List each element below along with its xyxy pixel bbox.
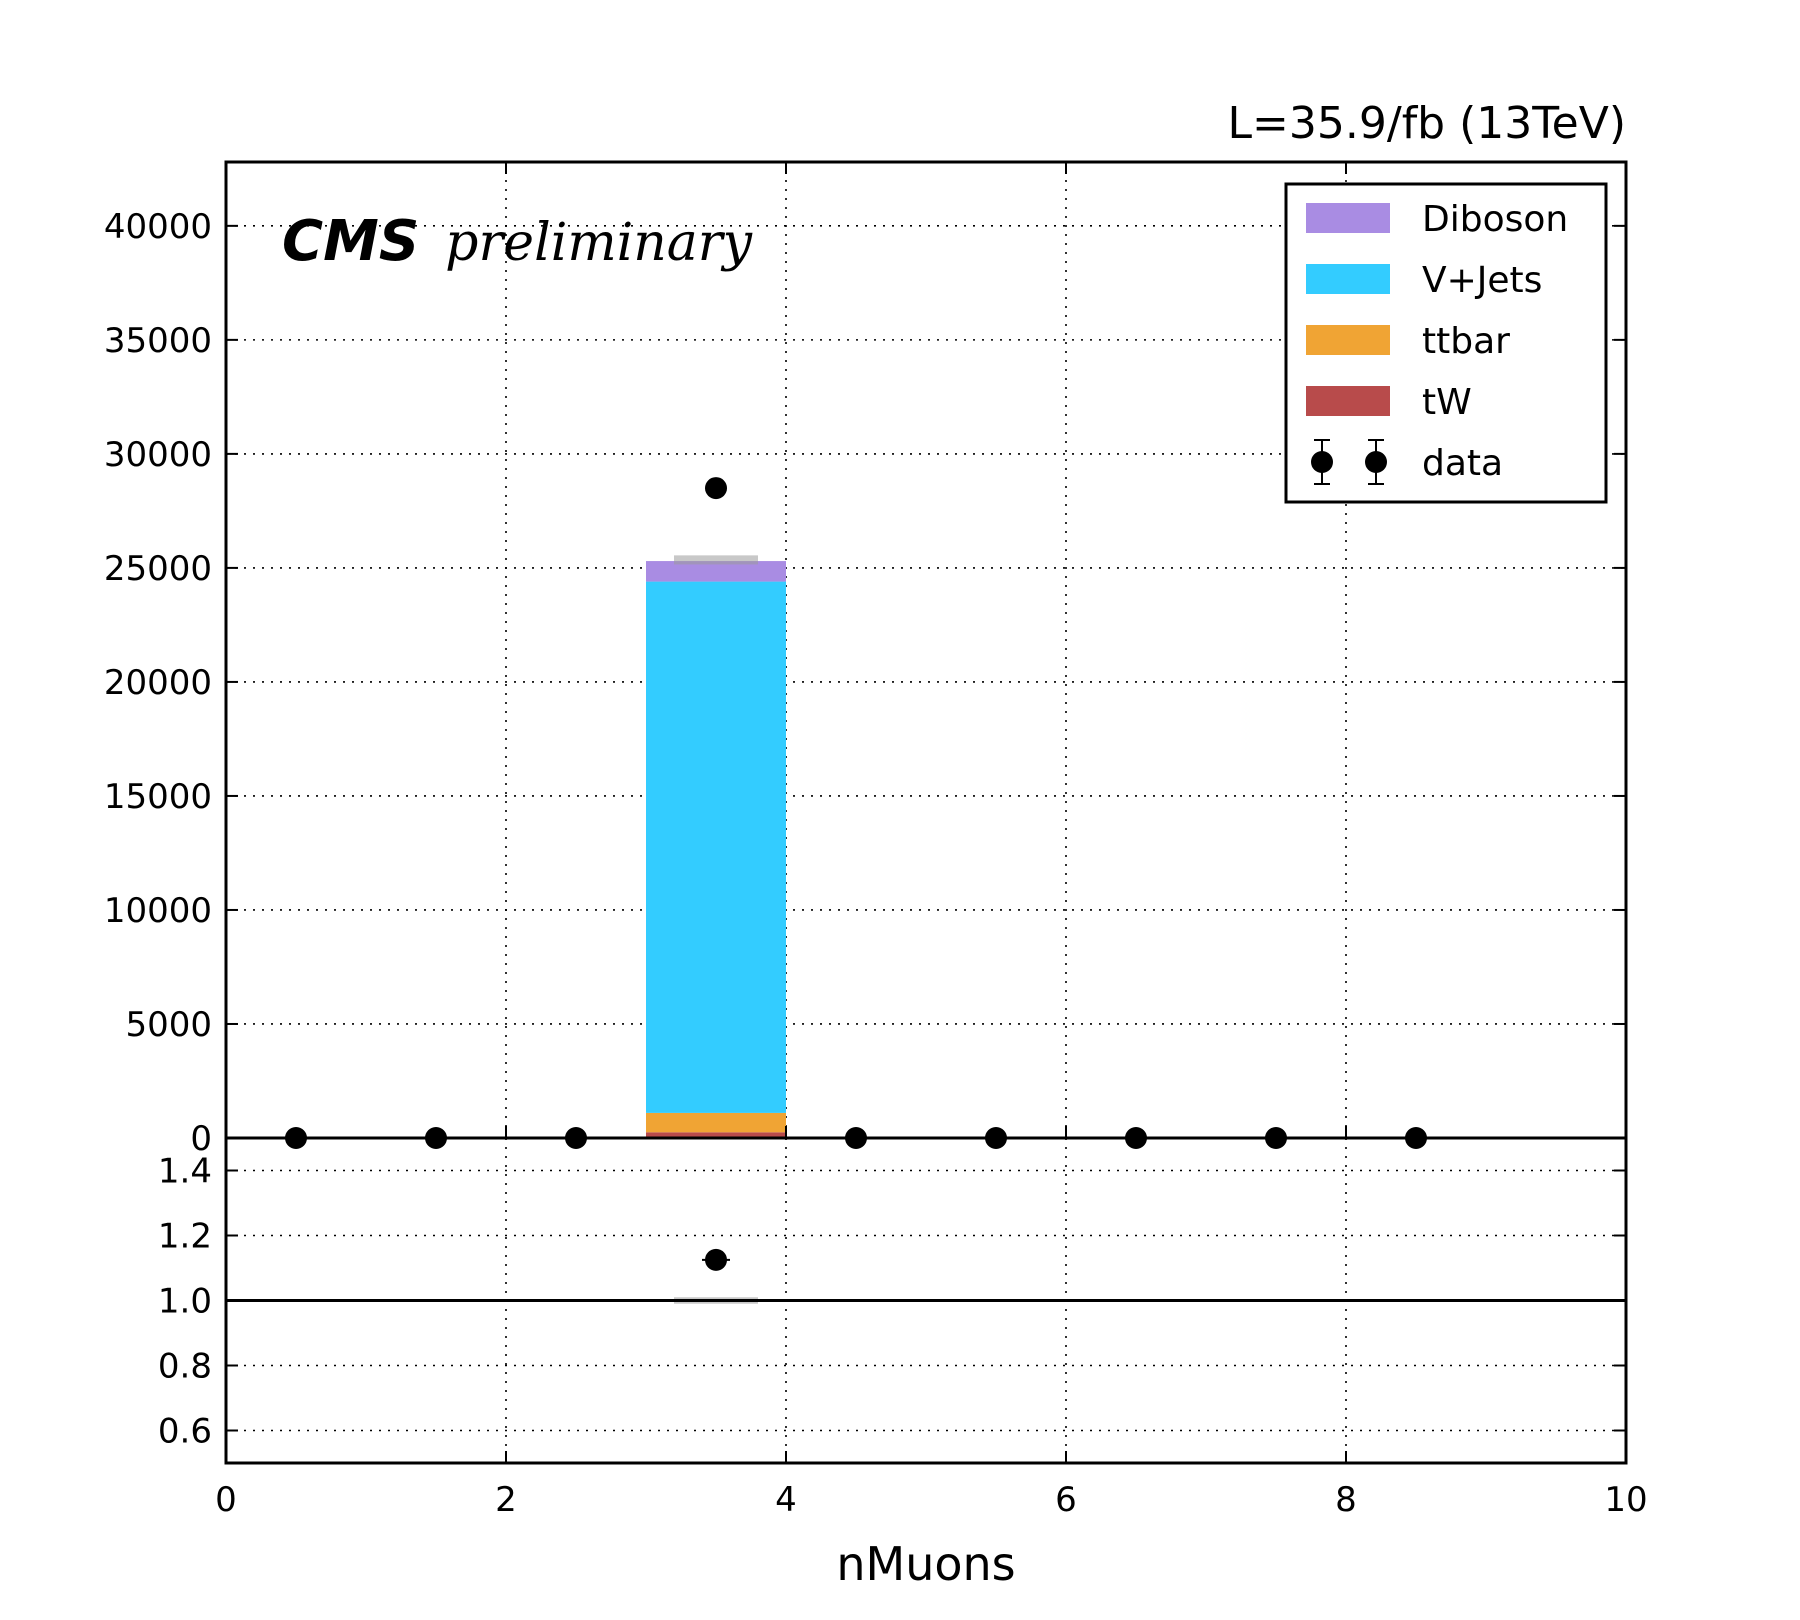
x-tick-label: 10 (1604, 1480, 1647, 1520)
preliminary-label: preliminary (445, 213, 752, 273)
x-tick-label: 0 (215, 1480, 237, 1520)
bar-v-jets-bin-3 (646, 581, 786, 1113)
ratio-y-tick-label: 0.6 (158, 1412, 212, 1452)
ratio-y-tick-label: 1.4 (158, 1152, 212, 1192)
main-y-ticks: 0 5000 10000 15000 20000 25000 30000 35000 40000 (104, 207, 1626, 1159)
main-y-tick-label: 30000 (104, 435, 212, 475)
stacked-bars (646, 561, 786, 1138)
main-y-tick-label: 25000 (104, 549, 212, 589)
legend-label-tw: tW (1422, 382, 1472, 423)
main-y-tick-label: 15000 (104, 777, 212, 817)
bar-ttbar-bin-3 (646, 1112, 786, 1133)
x-tick-label: 4 (775, 1480, 797, 1520)
main-y-tick-label: 10000 (104, 891, 212, 931)
legend-data-marker (1311, 451, 1333, 473)
data-point (705, 477, 727, 500)
main-y-tick-label: 35000 (104, 321, 212, 361)
ratio-y-tick-label: 1.2 (158, 1217, 212, 1257)
main-y-tick-label: 0 (190, 1119, 212, 1159)
legend-swatch-ttbar (1306, 325, 1390, 355)
ratio-y-tick-label: 0.8 (158, 1347, 212, 1387)
ratio-point (705, 1248, 727, 1271)
cms-label: CMS (282, 209, 419, 274)
x-tick-label: 2 (495, 1480, 517, 1520)
ratio-y-tick-label: 1.0 (158, 1282, 212, 1322)
bar-diboson-bin-3 (646, 561, 786, 582)
x-ticks: 0 2 4 6 8 10 (215, 162, 1648, 1520)
data-points (285, 477, 1427, 1149)
main-y-tick-label: 40000 (104, 207, 212, 247)
legend: Diboson V+Jets ttbar tW data (1284, 182, 1608, 504)
bar-tw-bin-3 (646, 1132, 786, 1138)
legend-swatch-v-jets (1306, 264, 1390, 294)
legend-data-marker (1365, 451, 1387, 473)
x-tick-label: 8 (1335, 1480, 1357, 1520)
cms-preliminary-label: CMS preliminary (282, 209, 753, 274)
main-y-tick-label: 5000 (125, 1005, 212, 1045)
legend-swatch-diboson (1306, 203, 1390, 233)
legend-label-v-jets: V+Jets (1422, 260, 1542, 301)
legend-label-data: data (1422, 443, 1503, 484)
mc-total-uncertainty-band (674, 555, 758, 565)
ratio-points (702, 1248, 730, 1271)
legend-label-ttbar: ttbar (1422, 321, 1510, 362)
x-axis-title: nMuons (836, 1537, 1015, 1591)
main-y-tick-label: 20000 (104, 663, 212, 703)
luminosity-label: L=35.9/fb (13TeV) (1228, 98, 1626, 149)
x-tick-label: 6 (1055, 1480, 1077, 1520)
legend-label-diboson: Diboson (1422, 199, 1568, 240)
ratio-y-ticks: 0.6 0.8 1.0 1.2 1.4 (158, 1152, 1626, 1452)
legend-swatch-tw (1306, 386, 1390, 416)
